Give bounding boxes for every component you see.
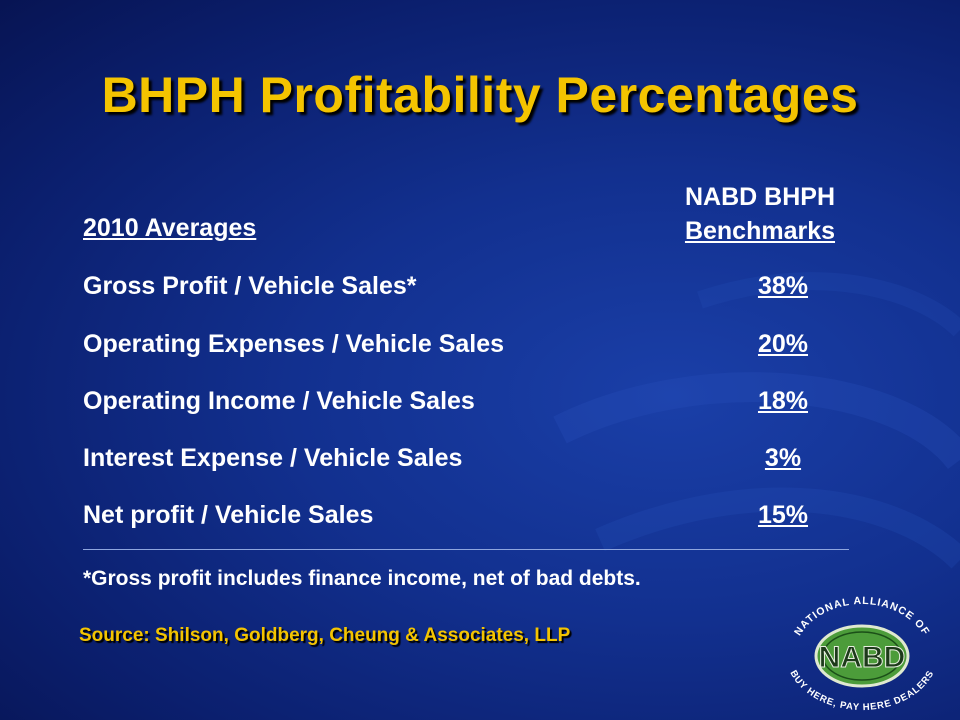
nabd-logo: NABD NATIONAL ALLIANCE OF BUY HERE, PAY … xyxy=(787,596,935,713)
row-label: Gross Profit / Vehicle Sales* xyxy=(83,272,417,300)
divider xyxy=(83,549,849,550)
row-label: Operating Income / Vehicle Sales xyxy=(83,387,475,415)
row-value: 15% xyxy=(757,501,809,529)
table-row: Interest Expense / Vehicle Sales 3% xyxy=(83,444,803,476)
table-row: Gross Profit / Vehicle Sales* 38% xyxy=(83,272,808,304)
row-label: Interest Expense / Vehicle Sales xyxy=(83,444,463,472)
row-value: 18% xyxy=(757,387,809,415)
header-benchmarks-line1: NABD BHPH xyxy=(685,183,835,211)
row-label: Operating Expenses / Vehicle Sales xyxy=(83,330,505,358)
logo-center-text: NABD xyxy=(819,641,906,674)
row-label: Net profit / Vehicle Sales xyxy=(83,501,374,529)
table-row: Net profit / Vehicle Sales 15% xyxy=(83,501,808,533)
header-benchmarks-line2: Benchmarks xyxy=(684,217,836,245)
slide-title: BHPH Profitability Percentages xyxy=(101,67,859,123)
footnote: *Gross profit includes finance income, n… xyxy=(83,567,641,590)
source-citation: Source: Shilson, Goldberg, Cheung & Asso… xyxy=(79,625,571,646)
row-value: 20% xyxy=(757,330,809,358)
row-value: 38% xyxy=(757,272,809,300)
header-averages: 2010 Averages xyxy=(83,214,257,242)
table-row: Operating Expenses / Vehicle Sales 20% xyxy=(83,330,808,362)
row-value: 3% xyxy=(764,444,802,472)
header-benchmarks: NABD BHPH Benchmarks xyxy=(640,180,880,248)
table-row: Operating Income / Vehicle Sales 18% xyxy=(83,387,808,419)
